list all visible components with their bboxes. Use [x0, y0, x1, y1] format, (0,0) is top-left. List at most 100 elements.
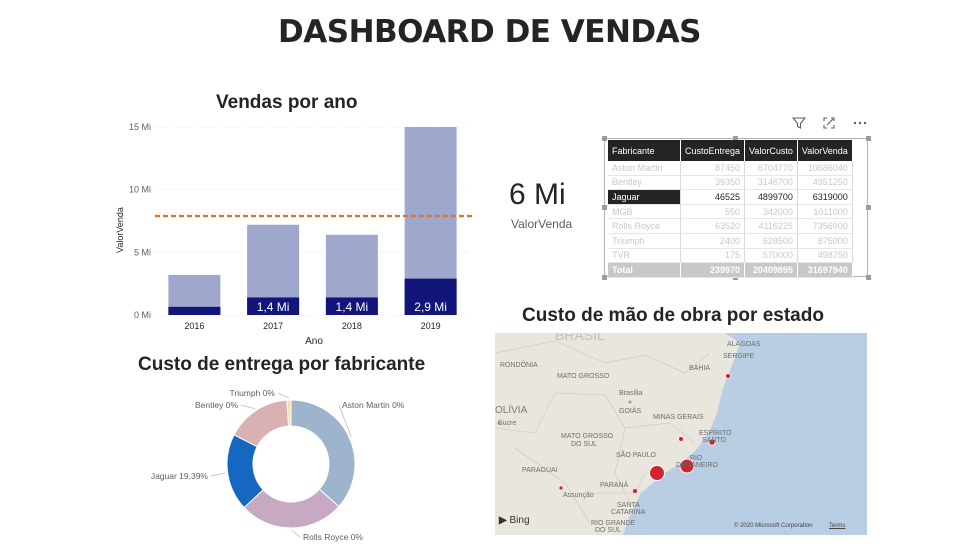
donut-chart[interactable]: Aston Martin 0% Rolls Royce 0% Jaguar 19,3… [130, 380, 470, 548]
cell-custo-entrega: 2400 [680, 233, 746, 249]
bar-selected[interactable] [168, 306, 221, 315]
cell-custo-entrega: 87450 [680, 161, 746, 176]
bar-selected[interactable] [325, 297, 378, 315]
map-label: MINAS GERAIS [653, 414, 704, 421]
map-label: GOIÁS [619, 408, 642, 415]
cell-fabricante: Jaguar [608, 189, 681, 205]
map-title: Custo de mão de obra por estado [522, 305, 824, 326]
map-city-dot [497, 421, 501, 425]
map-label: RIO GRANDE [591, 520, 636, 527]
bar-selected[interactable] [247, 297, 300, 315]
pie-label: Aston Martin 0% [342, 400, 405, 410]
map-label: RIO [690, 455, 703, 462]
map-label: BRASIL [555, 333, 605, 343]
map-bubble[interactable] [679, 458, 695, 474]
pie-label: Triumph 0% [229, 388, 275, 398]
table-row[interactable]: Triumph 2400 628500 875000 [608, 233, 853, 249]
map-label: PARANÁ [600, 482, 629, 489]
map-label: MATO GROSSO [557, 373, 610, 380]
focus-mode-icon[interactable] [822, 116, 842, 134]
cell-valor-custo: 3146700 [744, 175, 798, 191]
pie-slice[interactable] [243, 488, 340, 529]
resize-handle[interactable] [602, 205, 607, 210]
map-label: DO SUL [595, 527, 622, 534]
map-background [495, 333, 867, 535]
bing-icon: ▶ [499, 515, 507, 526]
cell-valor-venda: 1011000 [797, 204, 853, 220]
table-row[interactable]: Aston Martin 87450 6704770 10686040 [608, 161, 853, 176]
map-bubble[interactable] [559, 486, 563, 490]
cell-custo-entrega: 46525 [680, 189, 746, 205]
resize-handle[interactable] [733, 136, 738, 141]
resize-handle[interactable] [866, 275, 871, 280]
column-header[interactable]: ValorCusto [744, 140, 798, 161]
cell-fabricante: Bentley [608, 175, 681, 191]
sales-table[interactable]: Fabricante CustoEntrega ValorCusto Valor… [608, 140, 853, 278]
map-label: ALAGOAS [727, 341, 761, 348]
map-label: BAHIA [689, 365, 711, 372]
pie-label: Rolls Royce 0% [303, 532, 363, 542]
pie-leader-line [240, 404, 255, 410]
table-header-row: Fabricante CustoEntrega ValorCusto Valor… [608, 140, 853, 161]
map-label: OLÍVIA [495, 405, 528, 416]
map-bubble[interactable] [633, 489, 637, 493]
map-label: Brasília [619, 390, 643, 397]
table-row[interactable]: Rolls Royce 63520 4116225 7356900 [608, 218, 853, 234]
data-label: 1,4 Mi [336, 300, 369, 314]
map-bubble[interactable] [725, 373, 731, 379]
resize-handle[interactable] [733, 275, 738, 280]
cell-valor-custo: 342000 [744, 204, 798, 220]
table-row[interactable]: Bentley 39350 3146700 4951250 [608, 175, 853, 191]
filter-icon[interactable] [791, 116, 810, 134]
data-label: 2,9 Mi [414, 300, 447, 314]
map-bubble[interactable] [649, 465, 665, 481]
cell-total-valor-custo: 20409895 [744, 262, 798, 278]
x-tick-label: 2016 [184, 321, 204, 331]
cell-valor-custo: 6704770 [744, 161, 798, 176]
map-label: Sucre [498, 420, 517, 427]
resize-handle[interactable] [602, 136, 607, 141]
pie-slice[interactable] [290, 399, 356, 508]
bar-selected[interactable] [404, 278, 457, 315]
cell-valor-custo: 4116225 [744, 218, 798, 234]
cell-fabricante: TVR [608, 248, 681, 264]
state-border [624, 422, 696, 444]
map[interactable]: BRASIL ALAGOAS SERGIPE RONDÔNIA MATO GRO… [495, 333, 867, 535]
page-title: DASHBOARD DE VENDAS [278, 14, 701, 50]
table-row[interactable]: TVR 175 570000 498750 [608, 248, 853, 264]
map-city-dot [628, 400, 632, 404]
resize-handle[interactable] [602, 275, 607, 280]
table-row-selected[interactable]: Jaguar 46525 4899700 6319000 [608, 189, 853, 205]
cell-fabricante: Rolls Royce [608, 218, 681, 234]
table-total-row: Total 239970 20409895 31697940 [608, 262, 853, 278]
map-label: SERGIPE [723, 353, 755, 360]
card-label: ValorVenda [511, 217, 573, 231]
y-tick-label: 15 Mi [129, 122, 151, 132]
cell-valor-custo: 628500 [744, 233, 798, 249]
map-bubble[interactable] [708, 438, 716, 446]
map-label: CATARINA [611, 509, 646, 516]
cell-valor-venda: 875000 [797, 233, 853, 249]
map-label: SANTA [617, 502, 640, 509]
visual-header [791, 116, 871, 134]
column-header[interactable]: Fabricante [608, 140, 681, 161]
x-tick-label: 2017 [263, 321, 283, 331]
map-copyright: © 2020 Microsoft Corporation [734, 523, 813, 529]
state-border [495, 392, 556, 434]
pie-slice[interactable] [286, 399, 292, 427]
resize-handle[interactable] [866, 136, 871, 141]
resize-handle[interactable] [866, 205, 871, 210]
table-row[interactable]: MGB 550 342000 1011000 [608, 204, 853, 220]
more-options-icon[interactable] [853, 116, 871, 134]
map-bubble[interactable] [678, 436, 684, 442]
cell-total-label: Total [608, 262, 681, 278]
bing-logo[interactable]: ▶ Bing [499, 515, 530, 526]
map-label: DE JANEIRO [676, 462, 719, 469]
column-header[interactable]: CustoEntrega [680, 140, 746, 161]
column-header[interactable]: ValorVenda [797, 140, 853, 161]
bar-chart[interactable]: 0 Mi 5 Mi 10 Mi 15 Mi 1,4 Mi 1,4 Mi 2,9 Mi 20… [105, 115, 485, 350]
bar-chart-title: Vendas por ano [216, 92, 358, 113]
y-tick-label: 0 Mi [134, 310, 151, 320]
map-terms-link[interactable]: Terms [829, 523, 846, 529]
x-axis-label: Ano [305, 336, 323, 347]
